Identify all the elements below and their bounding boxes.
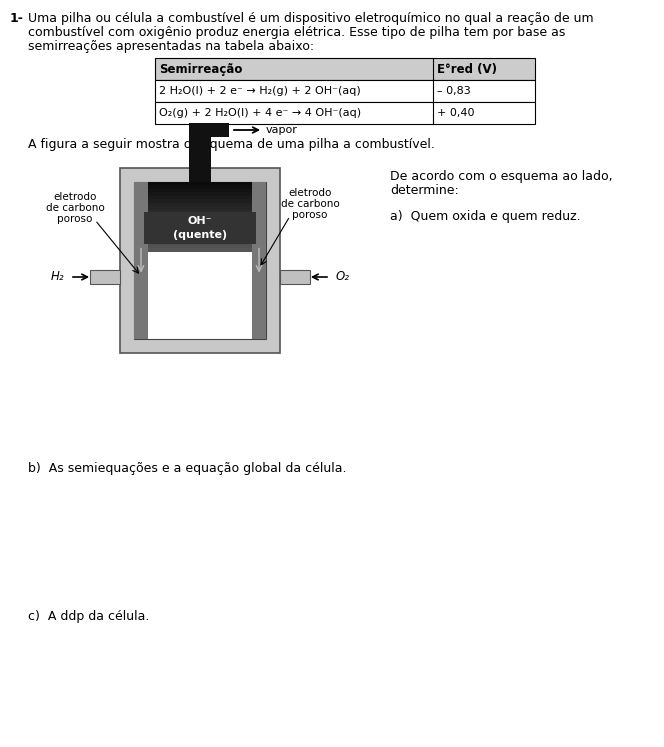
Text: b)  As semiequações e a equação global da célula.: b) As semiequações e a equação global da… <box>28 462 347 475</box>
Bar <box>189 137 211 182</box>
Bar <box>134 196 266 199</box>
Bar <box>134 217 266 220</box>
Text: c)  A ddp da célula.: c) A ddp da célula. <box>28 610 149 623</box>
Bar <box>155 80 535 102</box>
Text: E°red (V): E°red (V) <box>437 63 497 75</box>
Bar <box>134 248 266 252</box>
Text: Uma pilha ou célula a combustível é um dispositivo eletroquímico no qual a reaçã: Uma pilha ou célula a combustível é um d… <box>28 12 594 25</box>
Bar <box>252 182 266 339</box>
Text: + 0,40: + 0,40 <box>437 108 475 118</box>
Bar <box>144 212 256 244</box>
Bar <box>134 182 266 339</box>
Text: O₂(g) + 2 H₂O(l) + 4 e⁻ → 4 OH⁻(aq): O₂(g) + 2 H₂O(l) + 4 e⁻ → 4 OH⁻(aq) <box>159 108 361 118</box>
Bar <box>134 231 266 235</box>
Bar <box>120 168 280 353</box>
Text: de carbono: de carbono <box>46 203 104 213</box>
Bar <box>134 182 266 185</box>
Bar <box>134 213 266 217</box>
Bar <box>134 234 266 238</box>
Bar <box>134 192 266 196</box>
Bar <box>134 199 266 203</box>
Bar <box>189 123 211 137</box>
Bar <box>90 270 120 284</box>
Text: OH⁻
(quente): OH⁻ (quente) <box>173 217 227 240</box>
Text: vapor: vapor <box>266 125 298 135</box>
Bar <box>155 58 535 80</box>
Bar <box>134 223 266 228</box>
Bar <box>134 206 266 210</box>
Text: de carbono: de carbono <box>281 199 339 209</box>
Text: poroso: poroso <box>57 214 93 224</box>
Bar <box>134 182 148 339</box>
Text: O₂: O₂ <box>336 270 350 284</box>
Text: eletrodo: eletrodo <box>288 188 332 198</box>
Bar <box>134 227 266 231</box>
Bar <box>134 241 266 245</box>
Text: a)  Quem oxida e quem reduz.: a) Quem oxida e quem reduz. <box>390 210 580 223</box>
Bar <box>134 220 266 224</box>
Bar <box>134 185 266 189</box>
Text: 1-: 1- <box>10 12 24 25</box>
Text: eletrodo: eletrodo <box>53 192 97 202</box>
Bar <box>155 102 535 124</box>
Text: H₂: H₂ <box>50 270 64 284</box>
Text: 2 H₂O(l) + 2 e⁻ → H₂(g) + 2 OH⁻(aq): 2 H₂O(l) + 2 e⁻ → H₂(g) + 2 OH⁻(aq) <box>159 86 361 96</box>
Bar <box>134 202 266 206</box>
Text: – 0,83: – 0,83 <box>437 86 471 96</box>
Bar <box>134 188 266 193</box>
Text: combustível com oxigênio produz energia elétrica. Esse tipo de pilha tem por bas: combustível com oxigênio produz energia … <box>28 26 565 39</box>
Text: De acordo com o esquema ao lado,: De acordo com o esquema ao lado, <box>390 170 613 183</box>
Text: semirreações apresentadas na tabela abaixo:: semirreações apresentadas na tabela abai… <box>28 40 314 53</box>
Text: poroso: poroso <box>292 210 328 220</box>
Bar <box>280 270 310 284</box>
Text: Semirreação: Semirreação <box>159 63 242 75</box>
Bar <box>134 209 266 214</box>
Bar <box>134 238 266 241</box>
Text: A figura a seguir mostra o esquema de uma pilha a combustível.: A figura a seguir mostra o esquema de um… <box>28 138 435 151</box>
Bar <box>211 123 229 137</box>
Text: determine:: determine: <box>390 184 459 197</box>
Bar <box>134 244 266 249</box>
